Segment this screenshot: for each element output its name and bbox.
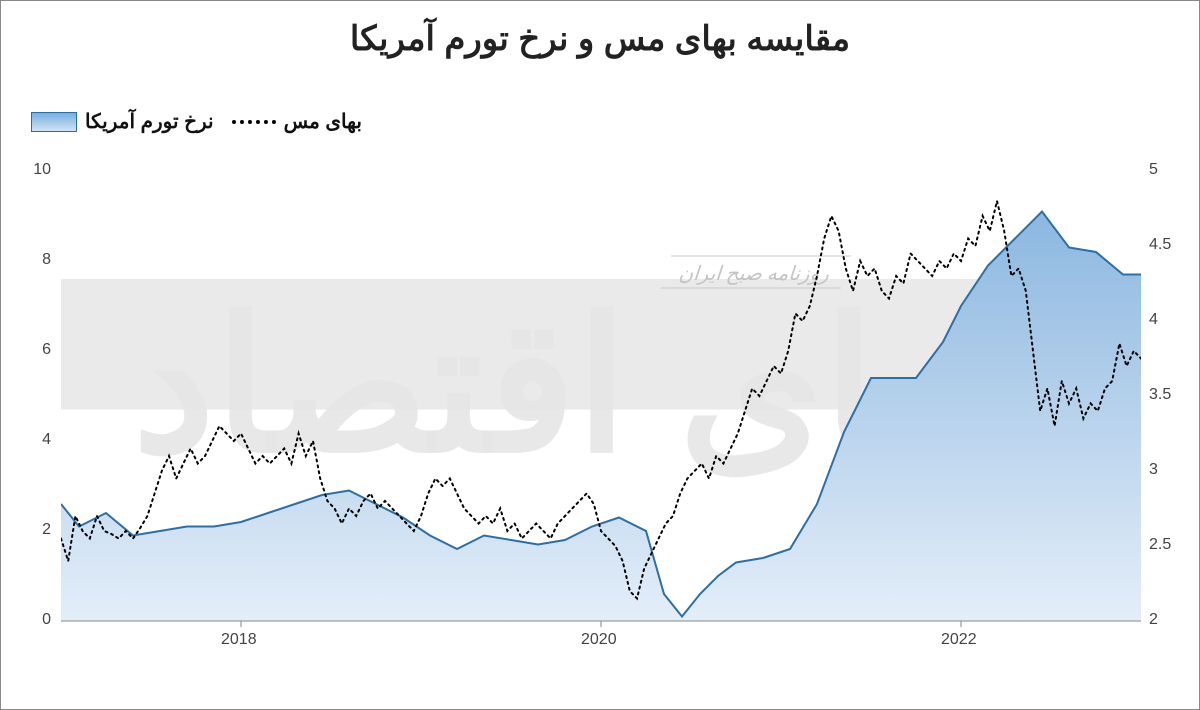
y-left-tick-label: 6 — [42, 341, 51, 359]
x-tick-label: 2018 — [221, 631, 257, 649]
y-right-tick-label: 3.5 — [1149, 386, 1171, 404]
x-tick-label: 2020 — [581, 631, 617, 649]
chart-title: مقایسه بهای مس و نرخ تورم آمریکا — [1, 1, 1199, 59]
svg-text:روزنامه صبح ایران: روزنامه صبح ایران — [676, 263, 834, 285]
y-left-tick-label: 0 — [42, 611, 51, 629]
legend-item-inflation: نرخ تورم آمریکا — [31, 109, 214, 134]
y-left-tick-label: 2 — [42, 521, 51, 539]
legend-dotted-swatch — [232, 120, 276, 124]
y-right-tick-label: 2.5 — [1149, 536, 1171, 554]
chart-container: { "title": "مقایسه بهای مس و نرخ تورم آم… — [0, 0, 1200, 710]
y-right-tick-label: 2 — [1149, 611, 1158, 629]
y-right-tick-label: 4 — [1149, 311, 1158, 329]
legend-inflation-label: نرخ تورم آمریکا — [85, 109, 214, 134]
chart-legend: بهای مس نرخ تورم آمریکا — [31, 109, 362, 134]
legend-copper-label: بهای مس — [284, 109, 362, 134]
y-right-tick-label: 3 — [1149, 461, 1158, 479]
chart-plot-area: دنیای اقتصادروزنامه صبح ایران — [61, 171, 1141, 651]
chart-svg: دنیای اقتصادروزنامه صبح ایران — [61, 171, 1141, 651]
legend-item-copper: بهای مس — [232, 109, 362, 134]
y-right-tick-label: 5 — [1149, 161, 1158, 179]
x-tick-label: 2022 — [941, 631, 977, 649]
y-left-tick-label: 4 — [42, 431, 51, 449]
legend-area-swatch — [31, 112, 77, 132]
y-left-tick-label: 10 — [33, 161, 51, 179]
y-right-tick-label: 4.5 — [1149, 236, 1171, 254]
y-left-tick-label: 8 — [42, 251, 51, 269]
